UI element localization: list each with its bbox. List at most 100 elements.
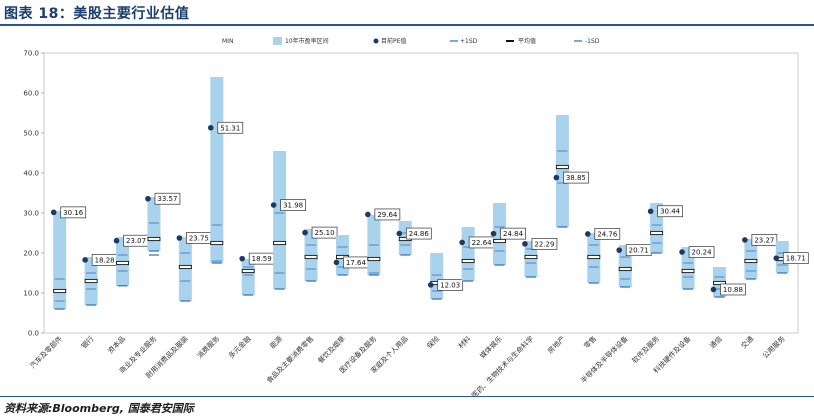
y-axis: 0.0 10.0 20.0 30.0 40.0 50.0 60.0 70.0 [23,50,44,338]
range-bar [493,203,507,265]
range-bar [555,115,569,227]
plot-frame [43,52,799,334]
category-group: 22.64 [459,227,495,282]
pe-point [459,239,465,246]
plot-area-border [43,52,799,334]
pe-point [239,255,246,262]
pe-label-box [405,227,432,240]
average-marker [367,256,381,262]
pe-label-box [594,228,621,240]
average-marker [493,238,506,244]
x-category-label: 通信 [708,334,724,350]
category-group: 30.44 [647,203,683,254]
average-marker [147,236,161,242]
pe-label-box [500,227,526,240]
pe-label: 24.76 [597,230,618,238]
pe-label-box [437,279,464,291]
x-category-label: 银行 [79,334,95,350]
y-tick-label: 30.0 [23,210,39,218]
pe-label: 23.07 [126,237,146,245]
category-group: 22.29 [522,237,558,278]
pe-label: 20.71 [629,247,649,255]
pe-label-box [720,283,746,296]
legend-pe-swatch [373,38,379,44]
category-group: 24.84 [490,203,526,266]
pe-label: 18.71 [786,255,806,263]
category-group: 23.27 [742,234,778,280]
average-marker [53,288,67,294]
pe-label: 20.24 [692,249,713,257]
average-marker [524,254,538,260]
y-tick-label: 60.0 [23,90,39,98]
category-group: 23.75 [176,232,212,302]
category-group: 38.85 [553,115,589,228]
category-group: 12.03 [427,253,464,300]
pe-point [145,195,151,202]
average-marker [116,260,129,266]
pe-point [302,229,308,236]
average-marker [618,266,632,272]
pe-label: 22.29 [534,240,554,248]
category-group: 20.71 [616,244,652,288]
category-group: 24.86 [396,221,432,256]
pe-point [616,247,623,253]
average-marker [744,258,758,264]
x-category-label: 公用服务 [761,334,787,360]
pe-label: 30.44 [660,208,681,216]
pe-point [710,286,717,293]
y-tick-label: 10.0 [23,290,39,298]
pe-label: 22.64 [472,239,493,247]
pe-point [176,235,183,241]
pe-label: 31.98 [283,202,303,210]
pe-point [207,124,214,131]
x-category-label: 交通 [739,334,755,350]
footer-rule [0,396,814,397]
average-marker [587,254,601,260]
range-bar [273,151,287,289]
average-marker [210,240,224,246]
category-group: 25.10 [302,226,338,282]
pe-label-box [782,252,809,265]
category-group: 51.31 [207,77,244,264]
pe-label: 30.16 [63,209,84,217]
legend-minus-1sd-label: -1SD [585,38,600,45]
pe-point [584,231,591,237]
pe-point [82,257,88,263]
pe-label-box [374,208,401,221]
category-group: 29.64 [365,208,401,276]
pe-label-box [563,171,589,184]
page-title: 图表 18：美股主要行业估值 [4,6,190,22]
x-category-label: 媒体娱乐 [478,334,504,360]
source-note: 资料来源:Bloomberg, 国泰君安国际 [4,402,194,415]
category-group: 18.71 [773,241,809,274]
pe-label-box [311,226,338,239]
pe-point [270,202,277,208]
y-tick-label: 70.0 [23,50,39,58]
range-bar [210,77,224,263]
legend-average-label: 平均值 [518,37,536,45]
x-category-label: 汽车及零部件 [28,334,64,370]
y-tick-label: 0.0 [28,330,39,338]
x-category-label: 材料 [456,334,472,350]
pe-point [647,208,654,215]
pe-label: 12.03 [440,281,460,289]
pe-label: 18.28 [95,256,115,264]
x-category-label: 餐饮及烟草 [316,334,347,365]
legend-range-label: 10年市盈率区间 [285,37,329,45]
pe-label-box [688,246,715,258]
pe-point [773,255,780,261]
category-group: 10.88 [710,267,746,298]
y-tick-label: 40.0 [23,170,39,178]
x-category-label: 能源 [268,334,284,350]
average-marker [178,264,192,270]
x-category-label: 房地产 [546,334,567,355]
x-category-label: 软件及服务 [630,334,661,365]
pe-label: 23.27 [754,236,774,244]
pe-point [427,282,434,288]
legend: MIN 10年市盈率区间 目前PE值 +1SD 平均值 -1SD [222,37,600,45]
range-bar [461,227,475,281]
average-marker [681,268,695,274]
average-marker [555,164,569,170]
y-tick-label: 50.0 [23,130,39,138]
average-marker [461,258,475,264]
